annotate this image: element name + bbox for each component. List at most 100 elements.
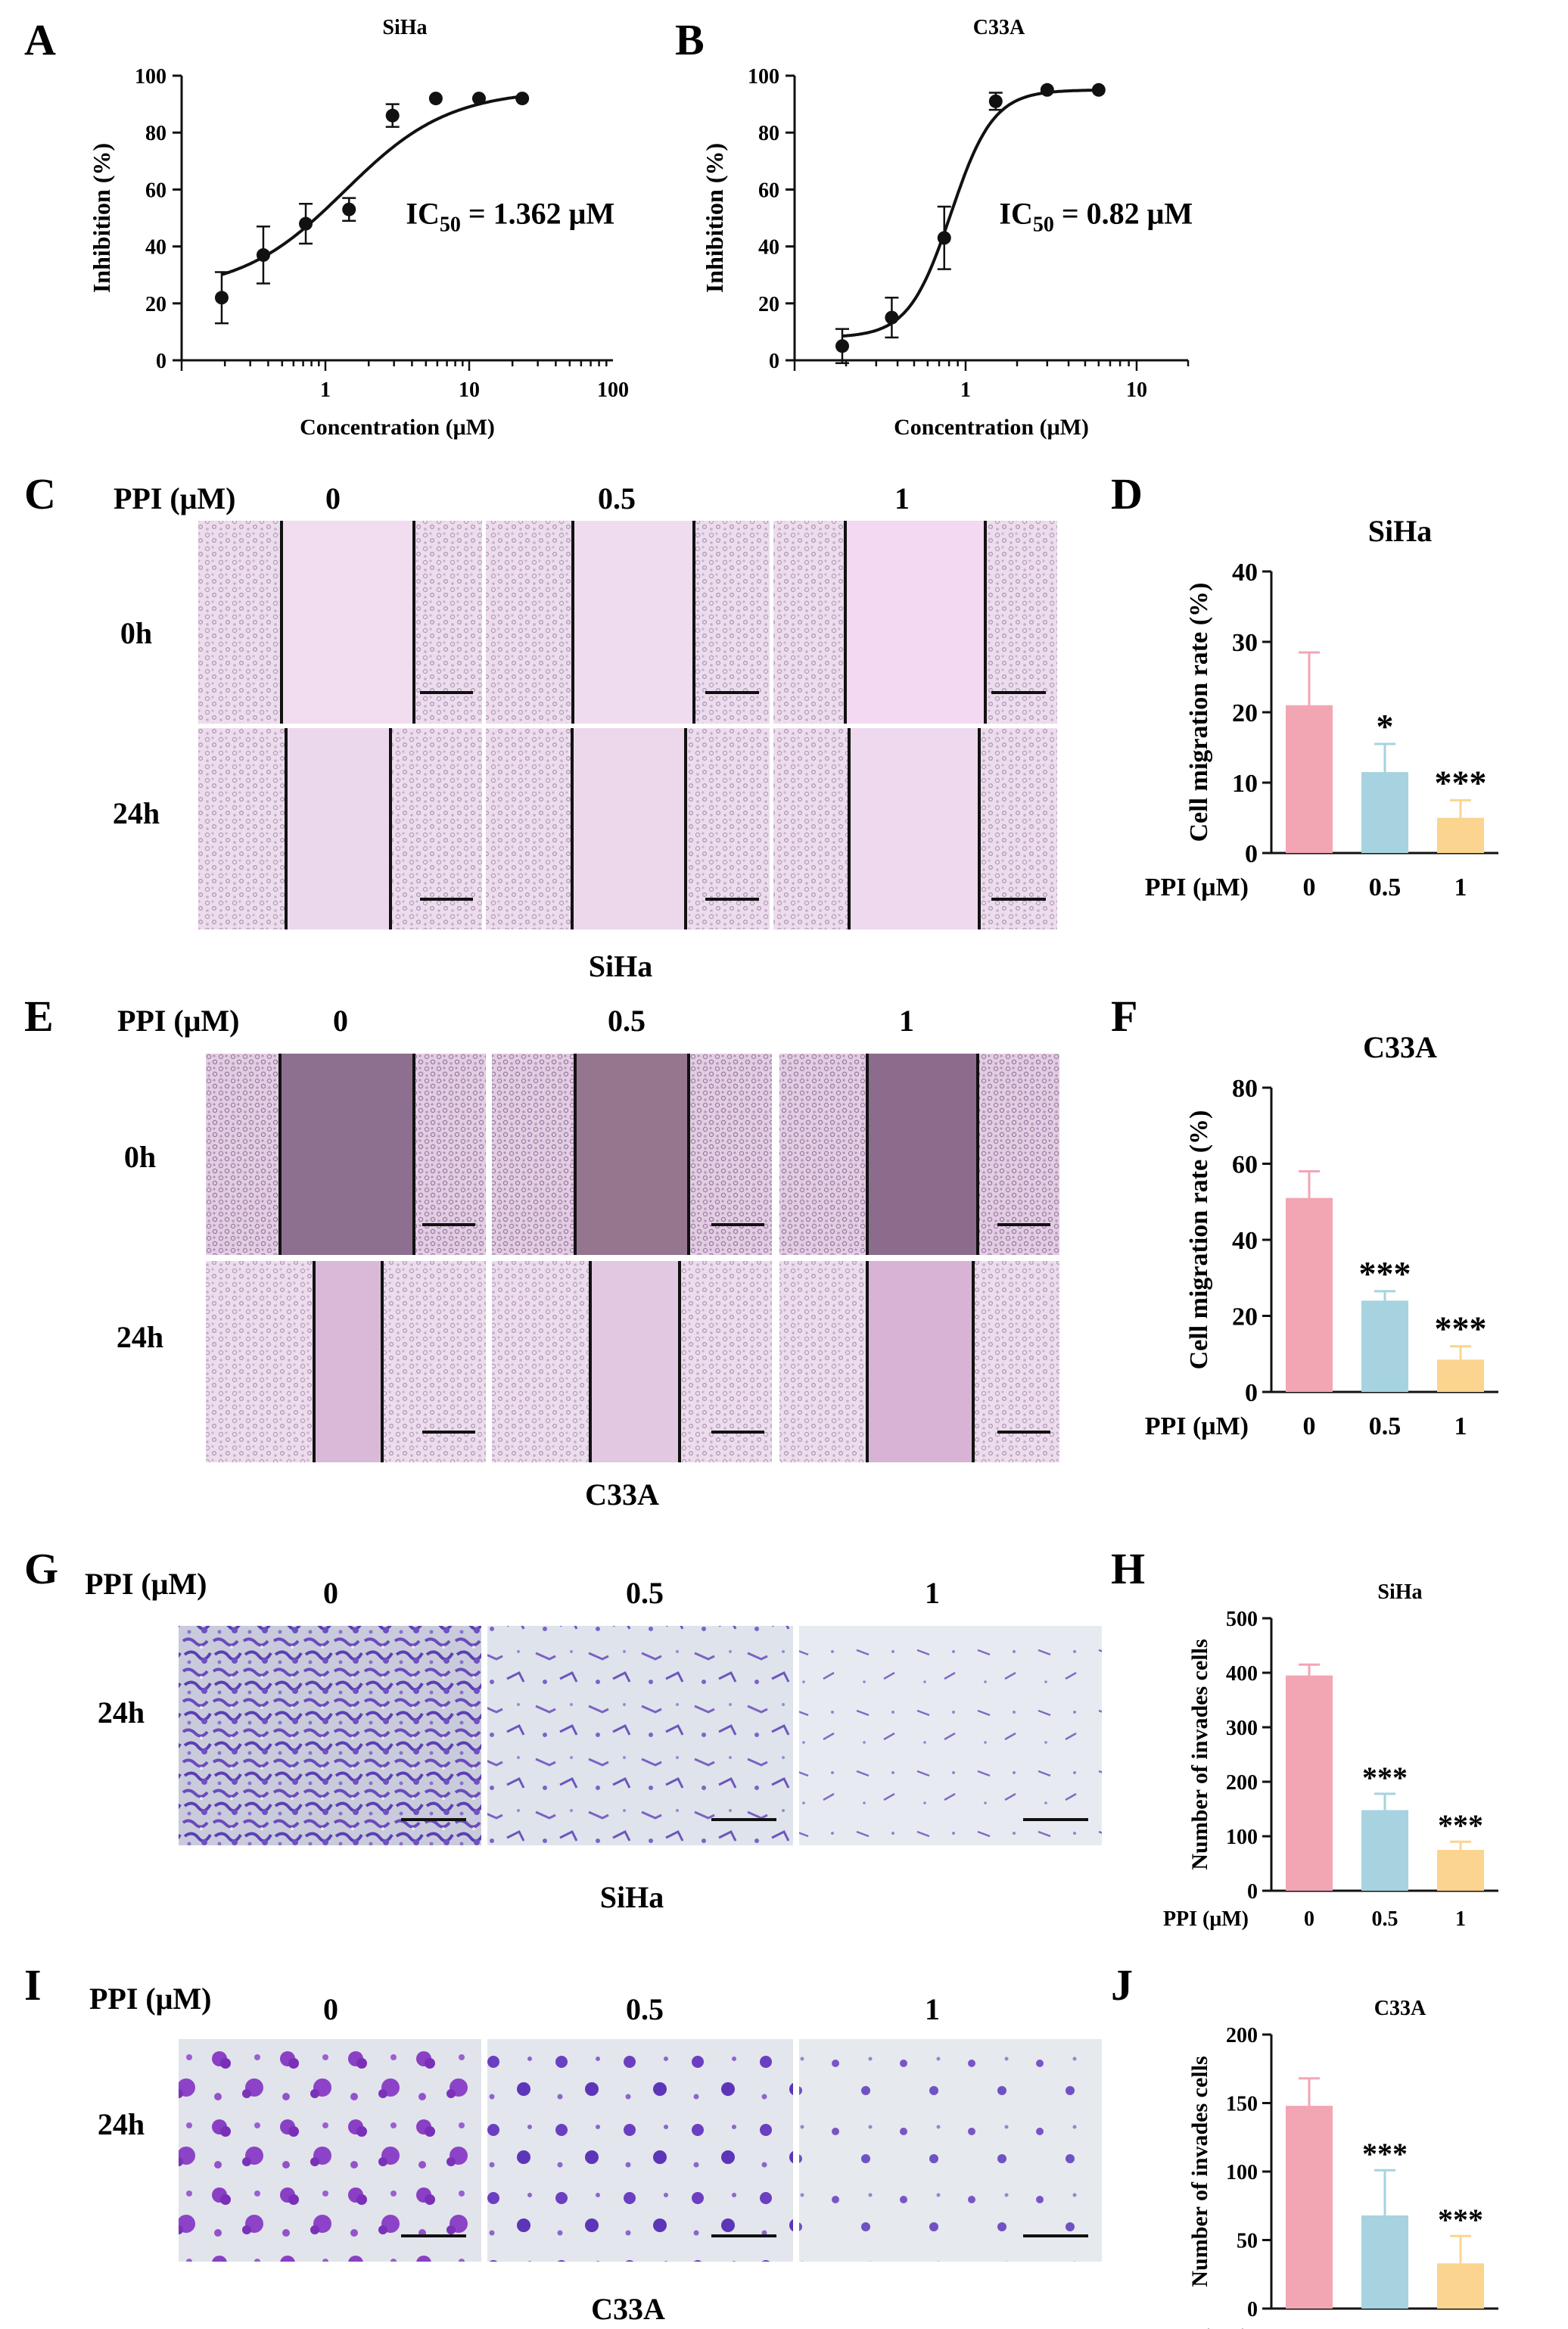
x-tick-label: 1 xyxy=(320,378,331,402)
chart-title: C33A xyxy=(1363,1030,1437,1064)
wound-gap xyxy=(575,1054,689,1255)
micrograph xyxy=(179,2039,481,2262)
y-tick-label: 100 xyxy=(1226,1826,1258,1849)
y-tick-label: 500 xyxy=(1226,1608,1258,1631)
y-tick-label: 80 xyxy=(758,122,779,145)
y-tick-label: 80 xyxy=(1232,1075,1258,1103)
data-point xyxy=(385,108,400,123)
wound-gap xyxy=(314,1261,382,1462)
panel-letter-f: F xyxy=(1111,992,1137,1041)
bar xyxy=(1437,1359,1484,1392)
dose-label: 0.5 xyxy=(626,1576,664,1610)
data-point xyxy=(471,92,486,106)
dose-label: 1 xyxy=(925,1992,940,2026)
panel-letter-i: I xyxy=(24,1960,42,2010)
bar xyxy=(1286,1197,1333,1392)
dose-label: 0 xyxy=(325,481,341,515)
bar xyxy=(1437,1850,1484,1891)
transwell-c33a: PPI (μM) 0 0.5 1 24h C33A xyxy=(89,1982,1102,2326)
y-tick-label: 40 xyxy=(1232,1227,1258,1255)
ppi-label: PPI (μM) xyxy=(85,1567,207,1601)
time-label: 24h xyxy=(98,2107,145,2141)
wound-gap xyxy=(280,1054,414,1255)
chart-title: SiHa xyxy=(1368,514,1432,548)
dose-label: 0.5 xyxy=(598,481,636,515)
significance-marker: *** xyxy=(1435,1309,1487,1348)
significance-marker: *** xyxy=(1362,2137,1408,2171)
dose-response-chart-siha: SiHa 0 20 40 60 80 100 1 10 100 Concentration (μM)… xyxy=(88,16,629,440)
y-tick-label: 400 xyxy=(1226,1662,1258,1686)
y-axis-label: Cell migration rate (%) xyxy=(1185,583,1213,842)
x-tick-label: 1 xyxy=(1454,873,1467,901)
dose-label: 0.5 xyxy=(626,1992,664,2026)
y-tick-label: 20 xyxy=(758,293,779,316)
bar xyxy=(1361,772,1408,853)
cell-line-caption: SiHa xyxy=(589,949,652,983)
y-axis-label: Inhibition (%) xyxy=(88,143,115,293)
y-tick-label: 0 xyxy=(769,350,779,373)
time-label: 24h xyxy=(117,1320,163,1354)
bar xyxy=(1286,705,1333,853)
significance-marker: *** xyxy=(1438,2203,1483,2237)
dose-label: 1 xyxy=(899,1004,914,1038)
y-axis-label: Inhibition (%) xyxy=(701,143,728,293)
dose-response-chart-c33a: C33A 0 20 40 60 80 100 1 10 Concentration (μM) Inh… xyxy=(701,16,1193,440)
micrograph xyxy=(799,2039,1102,2262)
dose-label: 1 xyxy=(894,481,910,515)
x-tick-label: 0 xyxy=(1303,1412,1316,1440)
chart-title: C33A xyxy=(973,16,1025,39)
y-tick-label: 60 xyxy=(145,179,166,202)
y-tick-label: 80 xyxy=(145,122,166,145)
y-tick-label: 100 xyxy=(135,65,166,89)
cell-line-caption: SiHa xyxy=(600,1880,664,1914)
y-axis-label: Number of invades cells xyxy=(1187,2056,1212,2287)
ppi-label: PPI (μM) xyxy=(117,1004,240,1038)
wound-gap xyxy=(849,728,979,929)
x-tick-label: 0.5 xyxy=(1372,2325,1398,2329)
data-point xyxy=(428,92,443,106)
chart-title: C33A xyxy=(1374,1997,1426,2020)
transwell-siha: PPI (μM) 0 0.5 1 24h SiHa xyxy=(85,1567,1102,1914)
wound-healing-c33a: PPI (μM) 0 0.5 1 0h 24h C33A xyxy=(117,1004,1059,1512)
migration-bar-chart-siha: SiHa 0 10 20 30 40 Cell migration rate (%) 0 0.5… xyxy=(1145,514,1498,901)
y-tick-label: 60 xyxy=(1232,1150,1258,1179)
x-tick-label: 10 xyxy=(1126,378,1147,402)
y-tick-label: 0 xyxy=(156,350,166,373)
y-tick-label: 200 xyxy=(1226,2024,1258,2047)
x-tick-label: 0 xyxy=(1304,1907,1314,1931)
data-point xyxy=(214,291,229,305)
bar xyxy=(1286,1675,1333,1891)
x-tick-label: 0 xyxy=(1303,873,1316,901)
y-tick-label: 20 xyxy=(1232,699,1258,727)
x-tick-label: 0.5 xyxy=(1369,873,1402,901)
bar xyxy=(1361,2215,1408,2309)
x-axis-label: PPI (μM) xyxy=(1163,1907,1249,1931)
dose-label: 0 xyxy=(323,1576,338,1610)
x-axis-label: PPI (μM) xyxy=(1163,2325,1249,2329)
data-point xyxy=(937,231,951,245)
y-tick-label: 200 xyxy=(1226,1771,1258,1795)
dose-label: 0 xyxy=(333,1004,348,1038)
data-point xyxy=(342,202,356,216)
panel-letter-j: J xyxy=(1111,1960,1133,2010)
y-tick-label: 20 xyxy=(145,293,166,316)
panel-letter-a: A xyxy=(24,15,56,64)
cell-line-caption: C33A xyxy=(591,2292,665,2326)
x-axis-label: Concentration (μM) xyxy=(300,415,495,440)
wound-gap xyxy=(867,1054,978,1255)
y-tick-label: 100 xyxy=(1226,2161,1258,2184)
chart-title: SiHa xyxy=(382,16,427,39)
ic50-annotation: IC50 = 0.82 μM xyxy=(999,197,1193,237)
data-point xyxy=(299,216,313,231)
data-point xyxy=(988,94,1003,108)
data-point xyxy=(1040,83,1054,97)
x-tick-label: 1 xyxy=(1454,1412,1467,1440)
data-point xyxy=(885,310,899,325)
wound-gap xyxy=(867,1261,973,1462)
data-point xyxy=(835,339,849,353)
significance-marker: *** xyxy=(1438,1808,1483,1842)
dose-label: 0 xyxy=(323,1992,338,2026)
y-axis-label: Cell migration rate (%) xyxy=(1185,1110,1213,1370)
x-tick-label: 1 xyxy=(1455,2325,1466,2329)
